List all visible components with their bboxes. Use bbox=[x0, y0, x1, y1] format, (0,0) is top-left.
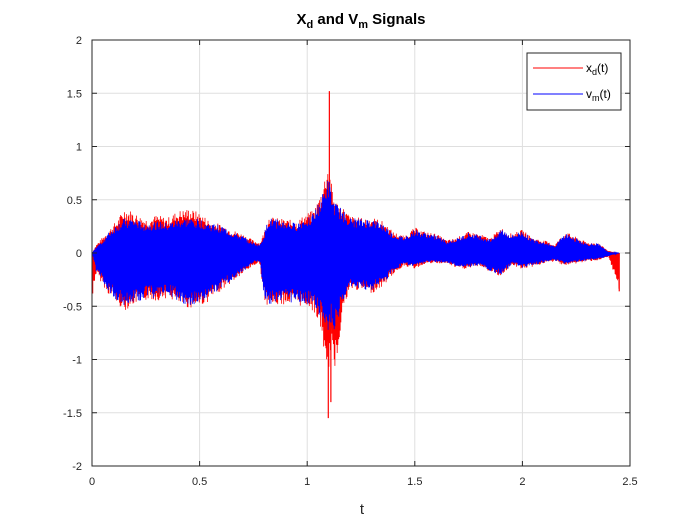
y-tick-label-8: 2 bbox=[76, 35, 82, 47]
y-tick-label-7: 1.5 bbox=[67, 88, 82, 100]
chart-title-subscript-1: d bbox=[306, 19, 313, 31]
series-line-1 bbox=[92, 180, 620, 330]
y-tick-label-3: -0.5 bbox=[63, 301, 82, 313]
y-tick-label-6: 1 bbox=[76, 142, 82, 154]
x-tick-label-5: 2.5 bbox=[622, 476, 637, 488]
x-tick-label-4: 2 bbox=[519, 476, 525, 488]
x-axis-label: t bbox=[360, 501, 365, 518]
x-tick-label-1: 0.5 bbox=[192, 476, 207, 488]
x-tick-label-2: 1 bbox=[304, 476, 310, 488]
y-tick-label-4: 0 bbox=[76, 248, 82, 260]
x-tick-label-0: 0 bbox=[89, 476, 95, 488]
legend-label-xd: xd(t) bbox=[586, 61, 608, 77]
chart-title-subscript-2: m bbox=[358, 19, 368, 31]
x-tick-labels: 0 0.5 1 1.5 2 2.5 bbox=[89, 476, 638, 488]
y-tick-label-1: -1.5 bbox=[63, 408, 82, 420]
legend-box bbox=[526, 52, 622, 111]
chart-title: Xd and Vm Signals bbox=[296, 11, 425, 31]
y-tick-labels: -2 -1.5 -1 -0.5 0 0.5 1 1.5 2 bbox=[63, 35, 82, 473]
y-tick-label-5: 0.5 bbox=[67, 195, 82, 207]
legend-label-vm: vm(t) bbox=[586, 87, 611, 103]
y-tick-label-0: -2 bbox=[72, 461, 82, 473]
legend: xd(t) vm(t) bbox=[526, 52, 622, 111]
x-tick-label-3: 1.5 bbox=[407, 476, 422, 488]
tick-marks bbox=[91, 39, 631, 467]
series-layer bbox=[92, 91, 620, 419]
y-tick-label-2: -1 bbox=[72, 355, 82, 367]
